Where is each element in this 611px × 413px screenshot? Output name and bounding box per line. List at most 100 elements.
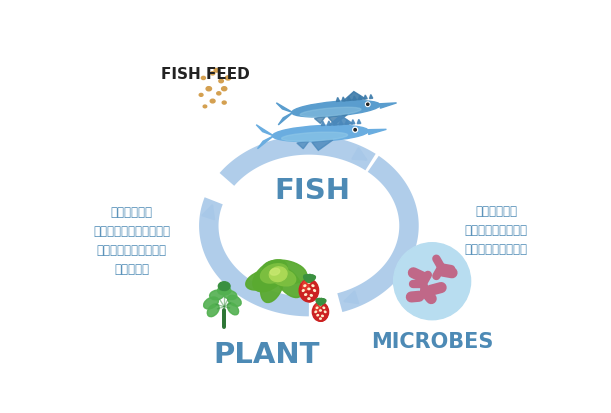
Circle shape	[393, 243, 470, 320]
Ellipse shape	[261, 266, 284, 303]
Polygon shape	[380, 104, 397, 109]
Ellipse shape	[316, 299, 321, 305]
Ellipse shape	[210, 100, 215, 104]
Polygon shape	[336, 98, 340, 102]
Ellipse shape	[308, 282, 310, 283]
Circle shape	[365, 103, 370, 107]
Ellipse shape	[218, 287, 231, 295]
Polygon shape	[297, 142, 309, 150]
Ellipse shape	[299, 280, 318, 302]
Ellipse shape	[308, 276, 315, 282]
Ellipse shape	[222, 102, 226, 105]
Ellipse shape	[282, 133, 348, 142]
Ellipse shape	[223, 291, 237, 300]
Ellipse shape	[320, 305, 321, 306]
Ellipse shape	[307, 275, 312, 283]
Ellipse shape	[260, 264, 288, 283]
Ellipse shape	[291, 101, 380, 118]
Ellipse shape	[218, 282, 230, 291]
Ellipse shape	[253, 260, 287, 292]
Polygon shape	[313, 305, 328, 322]
Circle shape	[354, 129, 356, 132]
Polygon shape	[278, 113, 293, 126]
Polygon shape	[359, 96, 362, 100]
Polygon shape	[312, 140, 333, 151]
Ellipse shape	[300, 108, 361, 117]
Polygon shape	[321, 122, 325, 126]
Polygon shape	[315, 117, 326, 124]
Circle shape	[367, 104, 369, 106]
Text: PLANT: PLANT	[213, 340, 320, 368]
Polygon shape	[327, 121, 331, 126]
Ellipse shape	[318, 299, 322, 305]
Ellipse shape	[312, 285, 314, 287]
Text: 魚の排泤物を
水中のバクテリアが
植物の栄養素に分解: 魚の排泤物を 水中のバクテリアが 植物の栄養素に分解	[464, 204, 527, 256]
Polygon shape	[256, 126, 274, 137]
Ellipse shape	[302, 290, 304, 292]
Ellipse shape	[246, 270, 278, 290]
Polygon shape	[345, 121, 349, 125]
Ellipse shape	[320, 299, 326, 304]
Ellipse shape	[323, 307, 324, 309]
Ellipse shape	[321, 316, 323, 317]
Polygon shape	[348, 97, 351, 101]
Ellipse shape	[199, 94, 203, 97]
Polygon shape	[333, 121, 337, 126]
Ellipse shape	[302, 281, 309, 291]
Ellipse shape	[308, 289, 310, 290]
Ellipse shape	[305, 294, 307, 296]
Ellipse shape	[310, 295, 312, 297]
Ellipse shape	[270, 269, 296, 286]
Ellipse shape	[219, 80, 224, 83]
Text: 植物が自然の
ろ過フィルターの役割を
果たして水が浄化され
水槽へ戻る: 植物が自然の ろ過フィルターの役割を 果たして水が浄化され 水槽へ戻る	[93, 205, 170, 275]
Ellipse shape	[317, 315, 318, 316]
Polygon shape	[368, 130, 386, 135]
Ellipse shape	[308, 298, 310, 299]
Polygon shape	[329, 116, 353, 126]
Ellipse shape	[273, 126, 368, 142]
Ellipse shape	[308, 275, 314, 282]
Ellipse shape	[202, 77, 205, 80]
Polygon shape	[276, 104, 293, 113]
Ellipse shape	[313, 290, 315, 292]
Text: FISH FEED: FISH FEED	[161, 66, 250, 81]
Ellipse shape	[316, 307, 318, 309]
Ellipse shape	[263, 260, 307, 284]
Ellipse shape	[312, 303, 329, 322]
Polygon shape	[364, 96, 367, 100]
Ellipse shape	[320, 299, 324, 305]
Ellipse shape	[203, 297, 219, 309]
Text: FISH: FISH	[275, 176, 351, 204]
Polygon shape	[353, 97, 356, 101]
Ellipse shape	[275, 267, 302, 298]
Ellipse shape	[304, 285, 306, 287]
Polygon shape	[343, 93, 365, 102]
Ellipse shape	[269, 267, 287, 282]
Ellipse shape	[214, 70, 218, 73]
Polygon shape	[257, 137, 274, 150]
Ellipse shape	[207, 304, 219, 317]
Ellipse shape	[202, 105, 208, 109]
Circle shape	[353, 128, 357, 133]
Ellipse shape	[225, 77, 230, 81]
Ellipse shape	[222, 88, 226, 91]
Ellipse shape	[228, 296, 241, 306]
Ellipse shape	[315, 311, 316, 313]
Polygon shape	[370, 95, 373, 99]
Polygon shape	[328, 115, 348, 125]
Ellipse shape	[320, 318, 321, 319]
Ellipse shape	[270, 269, 280, 275]
Polygon shape	[339, 121, 343, 125]
Ellipse shape	[315, 304, 321, 312]
Ellipse shape	[210, 72, 215, 76]
Polygon shape	[342, 98, 345, 102]
Ellipse shape	[216, 92, 221, 96]
Ellipse shape	[210, 290, 224, 300]
Ellipse shape	[227, 303, 238, 315]
Ellipse shape	[320, 310, 321, 311]
Ellipse shape	[207, 88, 211, 91]
Polygon shape	[300, 282, 318, 302]
Ellipse shape	[319, 299, 323, 305]
Polygon shape	[351, 120, 355, 125]
Polygon shape	[357, 120, 361, 124]
